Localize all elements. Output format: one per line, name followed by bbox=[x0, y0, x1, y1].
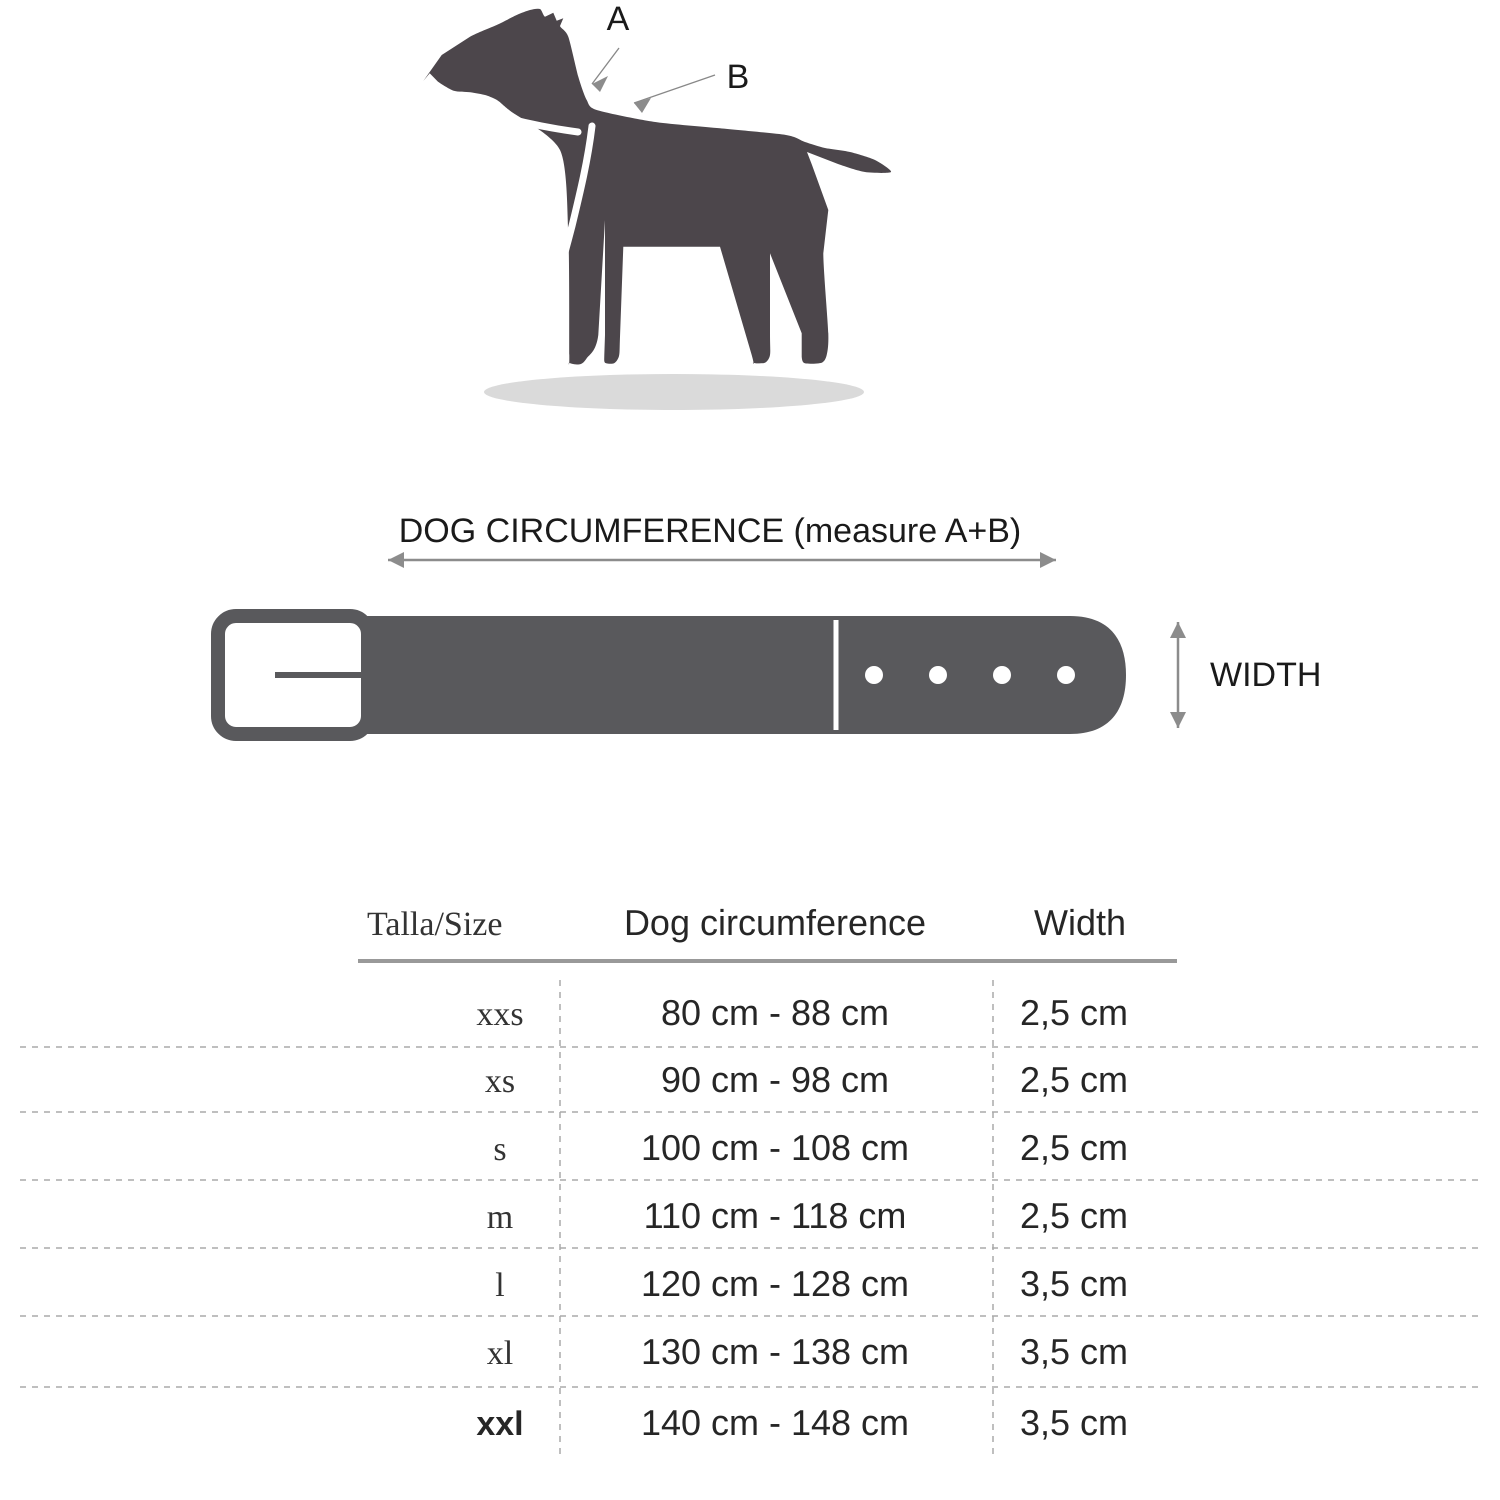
svg-text:120 cm - 128 cm: 120 cm - 128 cm bbox=[641, 1263, 909, 1304]
svg-text:Dog circumference: Dog circumference bbox=[624, 902, 926, 943]
svg-text:130 cm - 138 cm: 130 cm - 138 cm bbox=[641, 1331, 909, 1372]
svg-text:WIDTH: WIDTH bbox=[1210, 656, 1321, 694]
svg-text:2,5 cm: 2,5 cm bbox=[1020, 1059, 1128, 1100]
svg-text:3,5 cm: 3,5 cm bbox=[1020, 1331, 1128, 1372]
svg-text:110 cm - 118 cm: 110 cm - 118 cm bbox=[644, 1195, 907, 1236]
svg-text:A: A bbox=[607, 0, 630, 38]
svg-text:Talla/Size: Talla/Size bbox=[367, 906, 502, 943]
svg-text:2,5 cm: 2,5 cm bbox=[1020, 992, 1128, 1033]
svg-text:xxl: xxl bbox=[476, 1405, 523, 1443]
svg-text:Width: Width bbox=[1034, 902, 1126, 943]
svg-text:m: m bbox=[487, 1199, 513, 1236]
svg-text:xl: xl bbox=[487, 1335, 513, 1372]
svg-text:80 cm - 88 cm: 80 cm - 88 cm bbox=[661, 992, 889, 1033]
svg-text:2,5 cm: 2,5 cm bbox=[1020, 1195, 1128, 1236]
svg-text:DOG CIRCUMFERENCE (measure A+B: DOG CIRCUMFERENCE (measure A+B) bbox=[399, 512, 1022, 550]
svg-text:2,5 cm: 2,5 cm bbox=[1020, 1127, 1128, 1168]
svg-text:100 cm - 108 cm: 100 cm - 108 cm bbox=[641, 1127, 909, 1168]
svg-text:xs: xs bbox=[485, 1063, 515, 1100]
svg-text:s: s bbox=[493, 1131, 506, 1168]
svg-text:90 cm - 98 cm: 90 cm - 98 cm bbox=[661, 1059, 889, 1100]
svg-text:3,5 cm: 3,5 cm bbox=[1020, 1263, 1128, 1304]
svg-text:3,5 cm: 3,5 cm bbox=[1020, 1402, 1128, 1443]
svg-text:l: l bbox=[495, 1267, 504, 1304]
svg-text:B: B bbox=[727, 58, 750, 96]
svg-text:140 cm - 148 cm: 140 cm - 148 cm bbox=[641, 1402, 909, 1443]
svg-text:xxs: xxs bbox=[476, 996, 523, 1033]
